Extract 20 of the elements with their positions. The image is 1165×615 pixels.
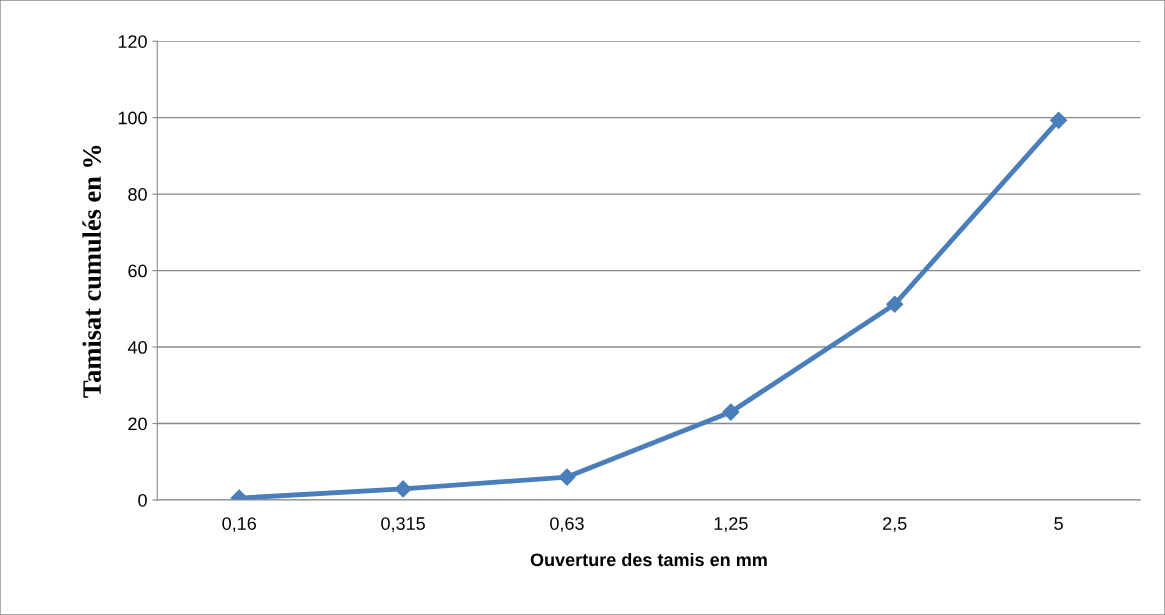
point: [394, 480, 412, 498]
point: [558, 468, 576, 486]
y-tick-label: 40: [127, 341, 147, 354]
y-axis-title: Tamisat cumulés en %: [82, 145, 102, 398]
x-tick-label: 0,63: [550, 517, 584, 533]
x-tick-label: 2,5: [883, 517, 907, 533]
x-axis-title: Ouverture des tamis en mm: [530, 552, 767, 567]
point: [1050, 111, 1068, 129]
x-tick-label: 1,25: [714, 517, 748, 533]
y-tick-label: 100: [118, 111, 147, 125]
y-tick-label: 60: [128, 264, 147, 278]
y-tick-label: 120: [118, 35, 147, 48]
point: [886, 295, 904, 313]
y-tick-label: 20: [128, 417, 147, 431]
x-tick-label: 0,16: [222, 517, 256, 533]
x-tick-label: 0,315: [381, 517, 425, 533]
y-tick-label: 0: [138, 493, 147, 507]
y-tick-label: 80: [128, 188, 147, 201]
point: [722, 403, 740, 421]
x-tick-label: 5: [1054, 517, 1063, 530]
